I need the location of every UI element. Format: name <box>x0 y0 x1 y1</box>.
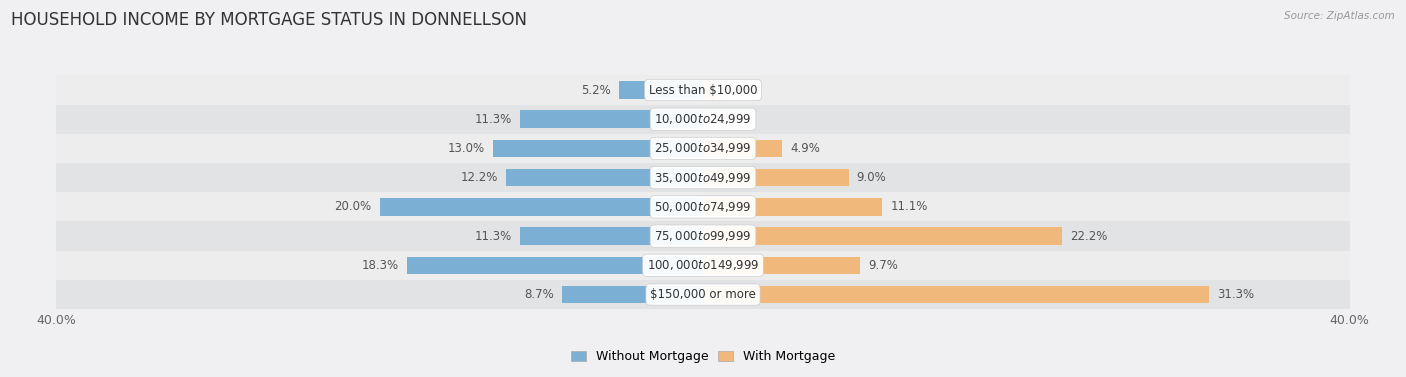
FancyBboxPatch shape <box>56 75 1350 104</box>
FancyBboxPatch shape <box>56 251 1350 280</box>
Bar <box>703 81 714 99</box>
FancyBboxPatch shape <box>56 280 1350 309</box>
Text: 12.2%: 12.2% <box>460 171 498 184</box>
Bar <box>703 169 849 186</box>
Text: 18.3%: 18.3% <box>361 259 399 272</box>
Bar <box>703 227 1062 245</box>
Text: 13.0%: 13.0% <box>447 142 485 155</box>
Text: 22.2%: 22.2% <box>1070 230 1108 242</box>
Text: $10,000 to $24,999: $10,000 to $24,999 <box>654 112 752 126</box>
Text: 0.69%: 0.69% <box>723 84 759 97</box>
Text: $50,000 to $74,999: $50,000 to $74,999 <box>654 200 752 214</box>
Text: 9.7%: 9.7% <box>868 259 898 272</box>
Text: 9.0%: 9.0% <box>856 171 886 184</box>
Bar <box>703 198 883 216</box>
Text: 11.3%: 11.3% <box>475 230 512 242</box>
Text: 0.0%: 0.0% <box>711 113 741 126</box>
Text: Less than $10,000: Less than $10,000 <box>648 84 758 97</box>
Text: 11.3%: 11.3% <box>475 113 512 126</box>
Bar <box>619 81 703 99</box>
Bar <box>703 286 1209 303</box>
Text: $100,000 to $149,999: $100,000 to $149,999 <box>647 258 759 272</box>
Text: 11.1%: 11.1% <box>890 201 928 213</box>
Text: 20.0%: 20.0% <box>335 201 371 213</box>
Bar <box>703 257 860 274</box>
Text: 5.2%: 5.2% <box>581 84 610 97</box>
Text: $75,000 to $99,999: $75,000 to $99,999 <box>654 229 752 243</box>
Text: $25,000 to $34,999: $25,000 to $34,999 <box>654 141 752 155</box>
Text: 8.7%: 8.7% <box>524 288 554 301</box>
Bar <box>520 110 703 128</box>
Bar <box>703 139 782 157</box>
Legend: Without Mortgage, With Mortgage: Without Mortgage, With Mortgage <box>565 345 841 368</box>
Bar <box>562 286 703 303</box>
FancyBboxPatch shape <box>56 134 1350 163</box>
Text: 31.3%: 31.3% <box>1218 288 1254 301</box>
FancyBboxPatch shape <box>56 104 1350 134</box>
FancyBboxPatch shape <box>56 163 1350 192</box>
Bar <box>380 198 703 216</box>
Text: 4.9%: 4.9% <box>790 142 820 155</box>
Bar <box>408 257 703 274</box>
Bar <box>520 227 703 245</box>
Bar <box>494 139 703 157</box>
FancyBboxPatch shape <box>56 222 1350 251</box>
Text: $35,000 to $49,999: $35,000 to $49,999 <box>654 171 752 185</box>
Text: Source: ZipAtlas.com: Source: ZipAtlas.com <box>1284 11 1395 21</box>
Bar <box>506 169 703 186</box>
Text: $150,000 or more: $150,000 or more <box>650 288 756 301</box>
FancyBboxPatch shape <box>56 192 1350 222</box>
Text: HOUSEHOLD INCOME BY MORTGAGE STATUS IN DONNELLSON: HOUSEHOLD INCOME BY MORTGAGE STATUS IN D… <box>11 11 527 29</box>
